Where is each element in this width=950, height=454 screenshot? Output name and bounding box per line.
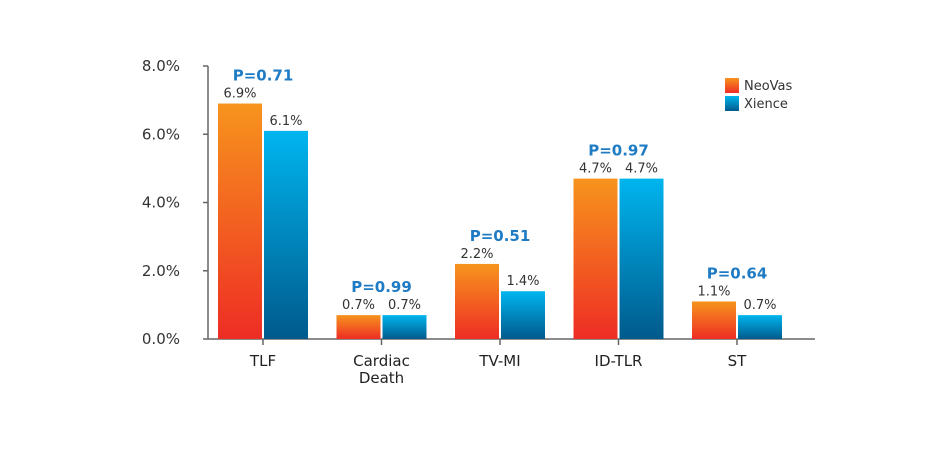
- bar-neovas: [218, 103, 262, 339]
- value-label: 6.9%: [223, 87, 256, 102]
- p-value-label: P=0.64: [707, 264, 768, 282]
- p-value-label: P=0.99: [351, 278, 412, 296]
- value-label: 6.1%: [269, 114, 302, 129]
- p-value-label: P=0.51: [470, 227, 531, 245]
- bar-xience: [382, 315, 427, 339]
- x-tick-label: TV-MI: [478, 352, 520, 370]
- value-label: 0.7%: [388, 298, 421, 313]
- bar-xience: [619, 178, 664, 339]
- bar-xience: [501, 291, 545, 339]
- y-tick-label: 2.0%: [142, 262, 180, 280]
- value-label: 1.4%: [506, 274, 539, 289]
- value-label: 4.7%: [579, 162, 612, 177]
- value-label: 1.1%: [697, 284, 730, 299]
- bar-xience: [738, 315, 782, 339]
- bar-neovas: [336, 315, 381, 339]
- bars: [218, 103, 782, 339]
- x-tick-label: TLF: [249, 352, 276, 370]
- value-label: 2.2%: [460, 247, 493, 262]
- y-tick-label: 0.0%: [142, 330, 180, 348]
- p-value-label: P=0.71: [233, 67, 294, 85]
- bar-neovas: [573, 178, 618, 339]
- legend: NeoVas Xience: [725, 78, 793, 112]
- y-tick-label: 6.0%: [142, 125, 180, 143]
- legend-label: NeoVas: [744, 79, 793, 94]
- x-tick-label: ID-TLR: [595, 352, 643, 370]
- axes: 0.0% 2.0% 4.0% 6.0% 8.0% TLF Cardiac Death TV-MI…: [142, 57, 815, 387]
- x-tick-label: ST: [728, 352, 748, 370]
- bar-xience: [264, 130, 308, 339]
- value-label: 0.7%: [342, 298, 375, 313]
- y-tick-label: 4.0%: [142, 194, 180, 212]
- bar-neovas: [455, 263, 499, 339]
- value-label: 4.7%: [625, 162, 658, 177]
- labels: 6.9% 6.1% P=0.71 0.7% 0.7% P=0.99 2.2% 1.4% P=0.…: [223, 67, 776, 314]
- y-tick-label: 8.0%: [142, 57, 180, 75]
- legend-swatch-neovas: [725, 78, 739, 93]
- x-tick-label: Cardiac Death: [353, 352, 410, 387]
- bar-neovas: [692, 301, 736, 339]
- legend-swatch-xience: [725, 96, 739, 111]
- p-value-label: P=0.97: [588, 142, 649, 160]
- value-label: 0.7%: [743, 298, 776, 313]
- legend-label: Xience: [744, 97, 788, 112]
